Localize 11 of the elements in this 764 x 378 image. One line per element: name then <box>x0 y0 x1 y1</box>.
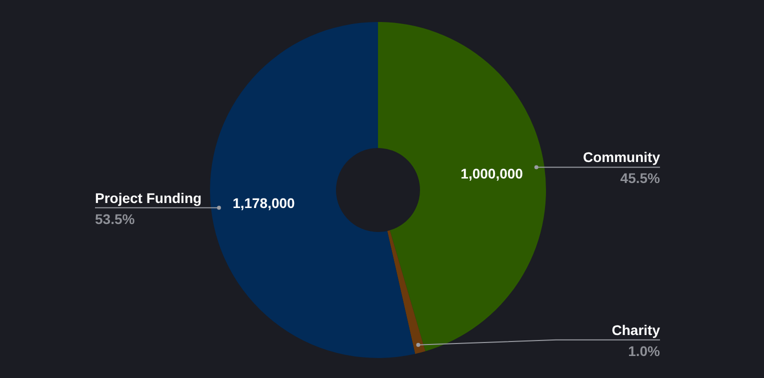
data-label: 1,000,000 <box>460 166 524 182</box>
slice-label: Community <box>583 149 660 166</box>
text: 53.5% <box>95 210 135 227</box>
donut-slice <box>210 22 416 358</box>
text: 1.0% <box>628 342 660 359</box>
data-label: 1,178,000 <box>232 194 296 211</box>
text: 45.5% <box>620 170 660 186</box>
slice-label: Project Funding <box>95 190 202 206</box>
slice-label: Charity <box>612 322 660 338</box>
donut-slice <box>387 230 426 354</box>
donut-slice <box>378 22 546 352</box>
